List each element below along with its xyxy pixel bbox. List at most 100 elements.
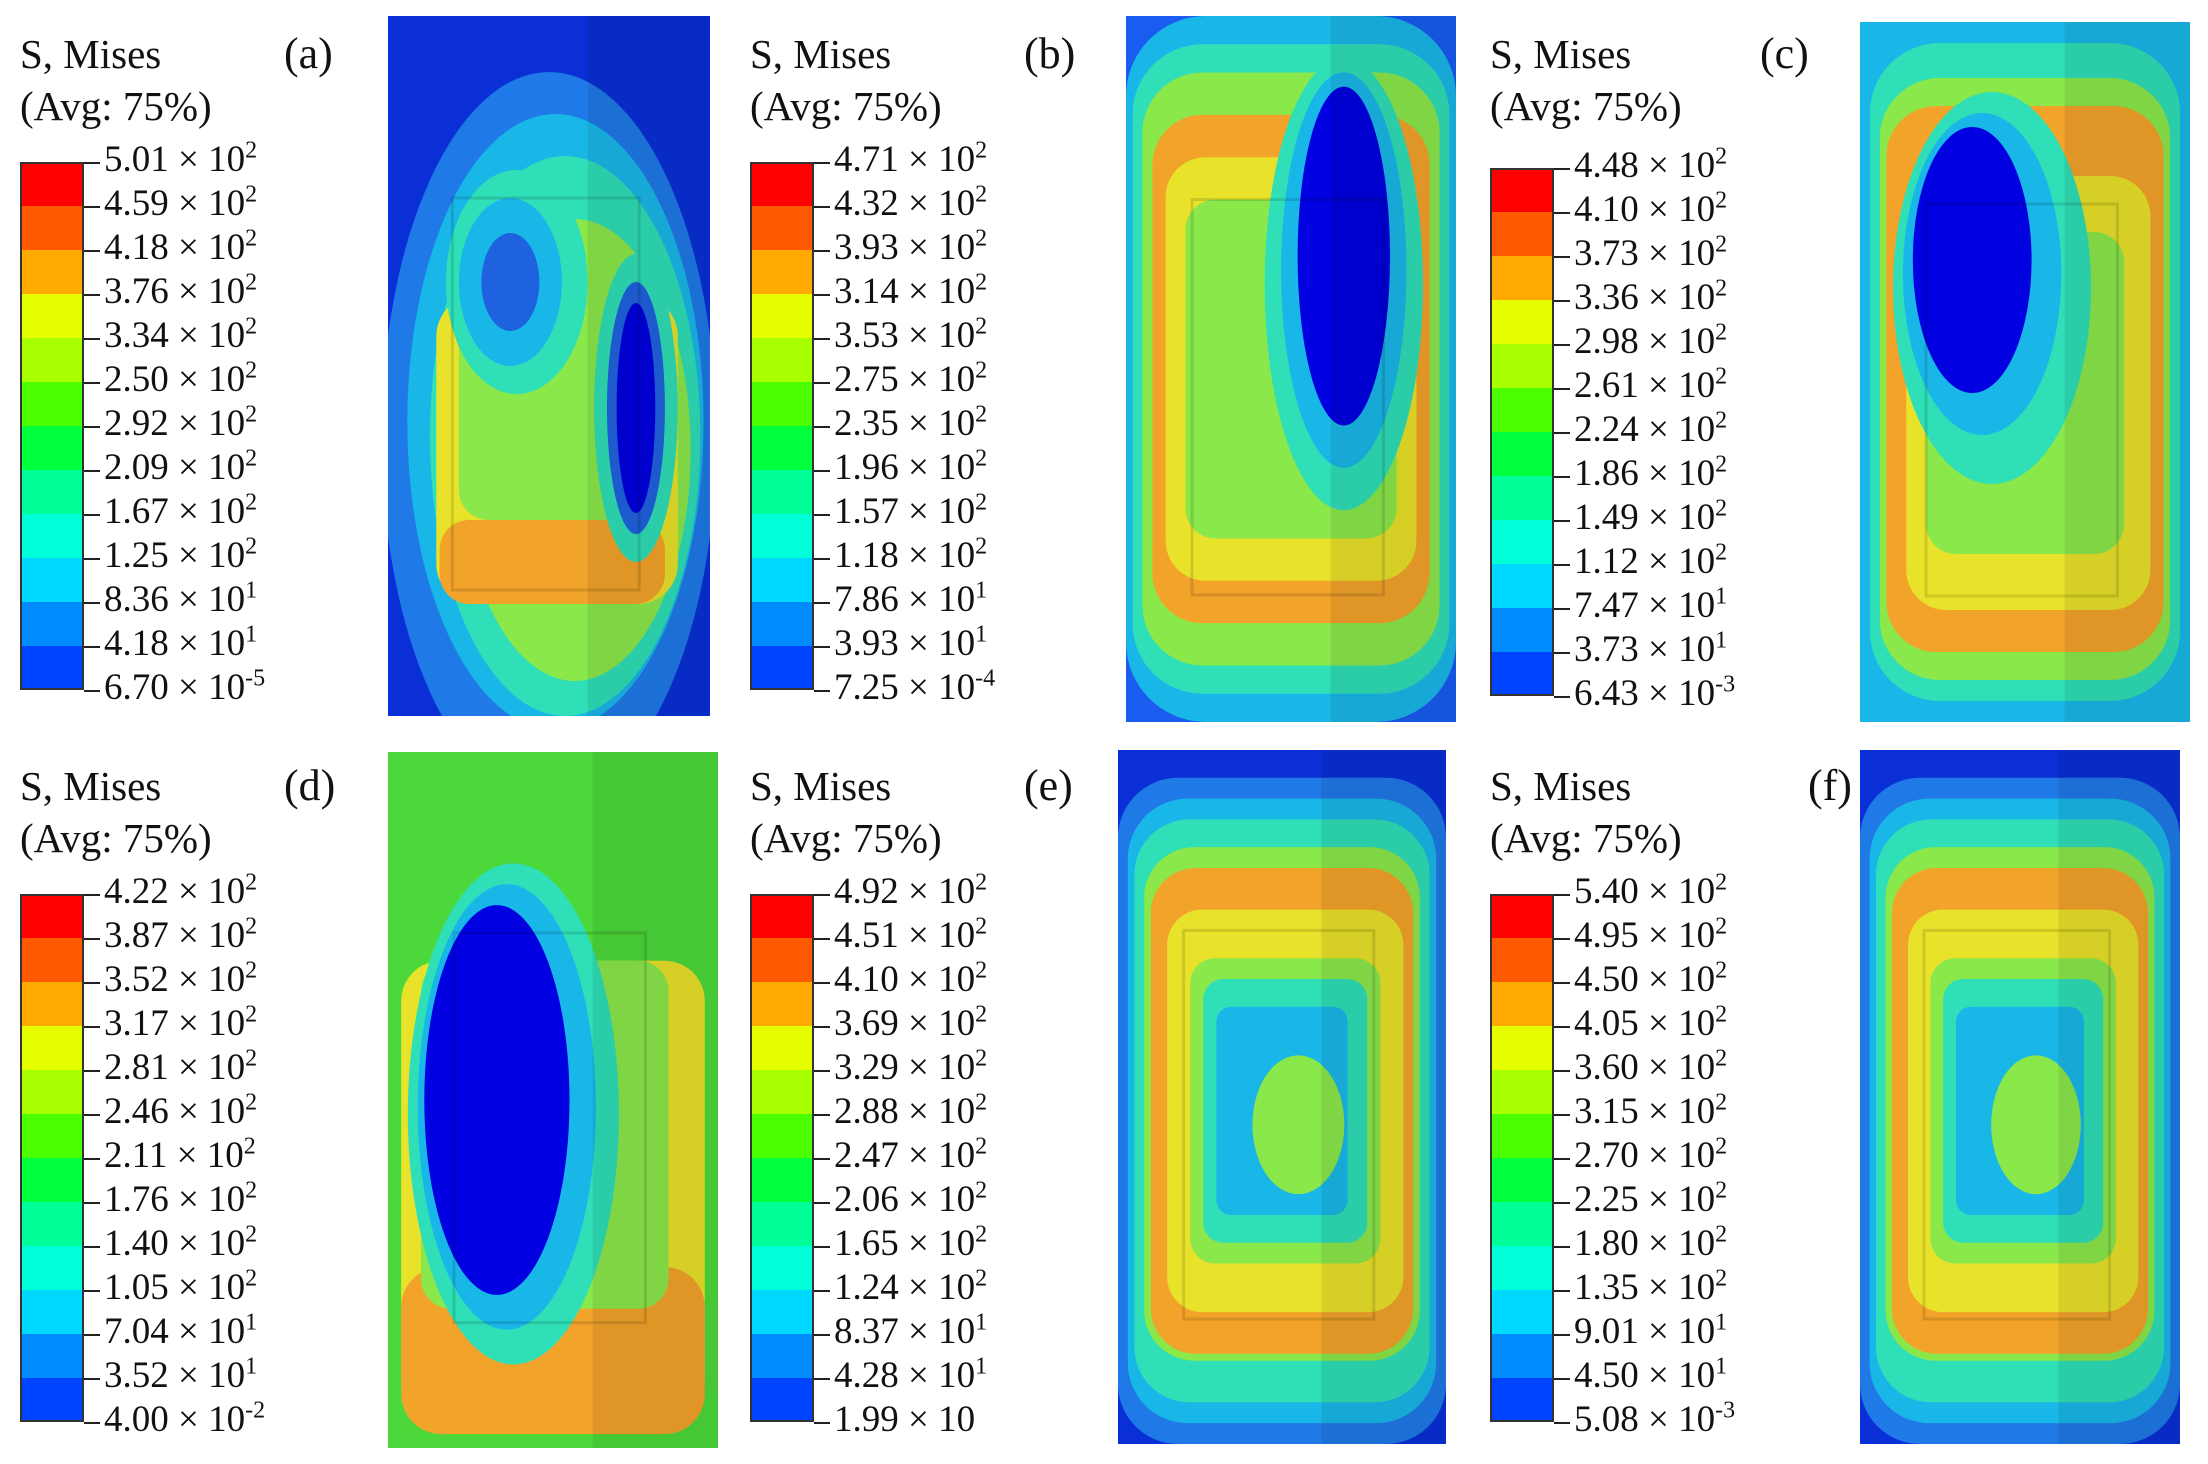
legend-value: 4.48 × 102 [1574,143,1728,186]
panel-label: (c) [1760,29,1809,78]
legend-frame [1490,894,1554,1422]
legend-title-line1: S, Mises [20,763,162,809]
legend-tick [814,982,830,984]
legend-swatch [1490,982,1554,1026]
legend-swatch [1490,432,1554,476]
legend-value: 4.18 × 101 [104,621,258,664]
legend-frame [750,162,814,690]
legend-tick [84,426,100,428]
contour-svg [1860,22,2190,722]
legend-value: 4.59 × 102 [104,181,258,224]
legend-value: 5.40 × 102 [1574,869,1728,912]
insert-outline [450,196,641,592]
legend-tick [1554,344,1570,346]
legend-tick [814,1202,830,1204]
legend-value: 4.10 × 102 [834,957,988,1000]
legend-swatch [1490,938,1554,982]
contour-svg [1860,750,2180,1444]
legend-value: 4.28 × 101 [834,1353,988,1396]
legend-tick [814,514,830,516]
legend-tick [814,338,830,340]
legend-swatch [20,646,84,690]
legend-swatch [1490,1158,1554,1202]
legend-title-line1: S, Mises [1490,31,1632,77]
legend-value: 2.47 × 102 [834,1133,988,1176]
legend-value: 3.69 × 102 [834,1001,988,1044]
legend-tick [814,206,830,208]
legend-value: 6.43 × 10-3 [1574,671,1736,714]
contour-band [481,233,540,331]
legend-value: 1.35 × 102 [1574,1265,1728,1308]
insert-outline [452,931,647,1325]
legend-value: 4.10 × 102 [1574,187,1728,230]
panel-label: (d) [284,761,336,810]
legend-value: 2.09 × 102 [104,445,258,488]
legend-value: 2.70 × 102 [1574,1133,1728,1176]
legend-value: 3.60 × 102 [1574,1045,1728,1088]
legend-value: 2.50 × 102 [104,357,258,400]
contour-band [1912,127,2032,393]
legend-value: 1.67 × 102 [104,489,258,532]
panel-label: (b) [1024,29,1076,78]
legend-value: 2.24 × 102 [1574,407,1728,450]
legend-value: 4.71 × 102 [834,137,988,180]
legend-tick [1554,652,1570,654]
legend-swatch [750,646,814,690]
contour-svg [1118,750,1446,1444]
legend-value: 1.65 × 102 [834,1221,988,1264]
legend-value: 3.36 × 102 [1574,275,1728,318]
legend-tick [814,294,830,296]
contour-svg [388,16,710,716]
legend-tick [1554,1290,1570,1292]
legend-tick [814,602,830,604]
legend-value: 1.96 × 102 [834,445,988,488]
legend-swatch [20,514,84,558]
panel-label: (e) [1024,761,1073,810]
legend-tick [1554,1158,1570,1160]
legend-tick [814,1070,830,1072]
legend-swatch [20,602,84,646]
legend-tick [84,1334,100,1336]
legend-value: 8.37 × 101 [834,1309,988,1352]
legend-value: 4.32 × 102 [834,181,988,224]
contour-plot [1118,750,1446,1444]
contour-band [1252,1055,1345,1195]
legend-tick [84,558,100,560]
legend-tick [84,1202,100,1204]
legend-frame [750,894,814,1422]
shade-strip [592,752,718,1448]
legend-tick [814,1114,830,1116]
legend-swatch [750,294,814,338]
legend-tick [1554,520,1570,522]
legend-title: S, Mises (Avg: 75%) [750,760,942,864]
legend-value: 1.25 × 102 [104,533,258,576]
legend-title-line2: (Avg: 75%) [1490,815,1682,861]
legend-swatch [1490,1290,1554,1334]
legend-tick [1554,1114,1570,1116]
legend-tick [84,162,100,164]
shade-strip [2058,750,2180,1444]
legend-title: S, Mises (Avg: 75%) [20,28,212,132]
legend-swatch [1490,476,1554,520]
legend-tick [814,470,830,472]
legend-swatch [750,1290,814,1334]
legend-value: 1.49 × 102 [1574,495,1728,538]
legend-title-line1: S, Mises [750,763,892,809]
legend-tick [84,982,100,984]
legend-title: S, Mises (Avg: 75%) [1490,28,1682,132]
legend-value: 2.25 × 102 [1574,1177,1728,1220]
shade-strip [1321,750,1446,1444]
contour-plot [388,16,710,716]
legend-value: 4.50 × 102 [1574,957,1728,1000]
legend-value: 3.52 × 101 [104,1353,258,1396]
legend-tick [1554,388,1570,390]
contour-band [1991,1055,2081,1195]
contour-band [424,905,570,1295]
legend-value: 6.70 × 10-5 [104,665,266,708]
legend-value: 8.36 × 101 [104,577,258,620]
legend-value: 4.51 × 102 [834,913,988,956]
legend-tick [84,250,100,252]
legend-tick [84,382,100,384]
legend-value: 1.57 × 102 [834,489,988,532]
legend-tick [1554,696,1570,698]
